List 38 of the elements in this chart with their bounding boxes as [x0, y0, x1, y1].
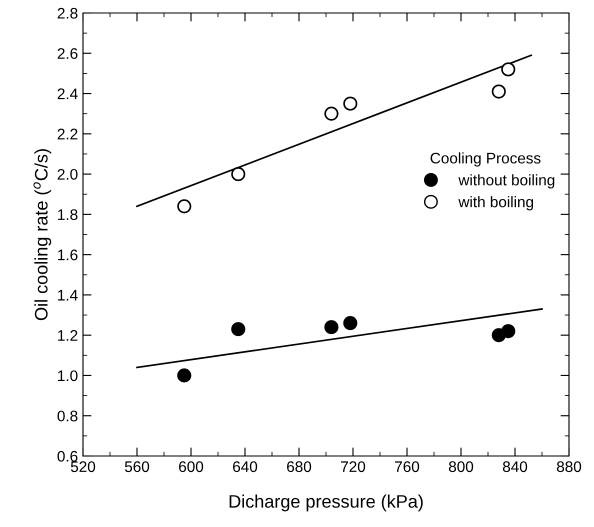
point — [343, 316, 358, 330]
x-axis-title: Dicharge pressure (kPa) — [230, 494, 423, 512]
y-axis-title: Oil cooling rate ($^{o}$C/s) — [33, 149, 52, 320]
x-tick-label: 600 — [179, 461, 204, 472]
point — [324, 106, 338, 121]
point — [231, 167, 246, 182]
x-tick-label: 560 — [124, 461, 150, 472]
y-tick-label: 2.0 — [58, 168, 78, 180]
point — [492, 84, 506, 99]
x-tick-label: 800 — [448, 461, 474, 472]
legend-title: Cooling Process — [430, 152, 541, 167]
x-tick-label: 760 — [395, 461, 420, 472]
point — [501, 324, 516, 338]
x-tick-label: 640 — [233, 461, 258, 472]
y-tick-label: 2.2 — [58, 128, 78, 140]
y-tick-label: 2.4 — [58, 88, 78, 100]
x-tick-label: 840 — [502, 461, 528, 472]
x-tick-label: 880 — [556, 461, 582, 472]
y-tick-label: 1.2 — [58, 330, 78, 341]
y-tick-label: 1.4 — [58, 290, 78, 300]
x-tick-label: 680 — [287, 461, 312, 472]
point — [343, 96, 358, 111]
legend-label: with boiling — [458, 196, 534, 210]
x-tick-label: 520 — [70, 461, 96, 472]
y-tick-label: 2.8 — [58, 8, 78, 19]
y-tick-label: 1.0 — [58, 370, 78, 382]
point — [231, 322, 246, 336]
point — [324, 320, 338, 334]
y-tick-label: 0.8 — [58, 410, 78, 422]
y-tick-label: 1.8 — [58, 209, 78, 220]
point — [501, 62, 516, 76]
y-tick-label: 0.6 — [58, 450, 78, 462]
point — [177, 368, 192, 382]
point — [177, 199, 192, 214]
legend-label: without boiling — [458, 174, 554, 188]
x-tick-label: 720 — [341, 461, 366, 472]
y-tick-label: 1.6 — [58, 250, 78, 260]
y-tick-label: 2.6 — [58, 48, 78, 59]
